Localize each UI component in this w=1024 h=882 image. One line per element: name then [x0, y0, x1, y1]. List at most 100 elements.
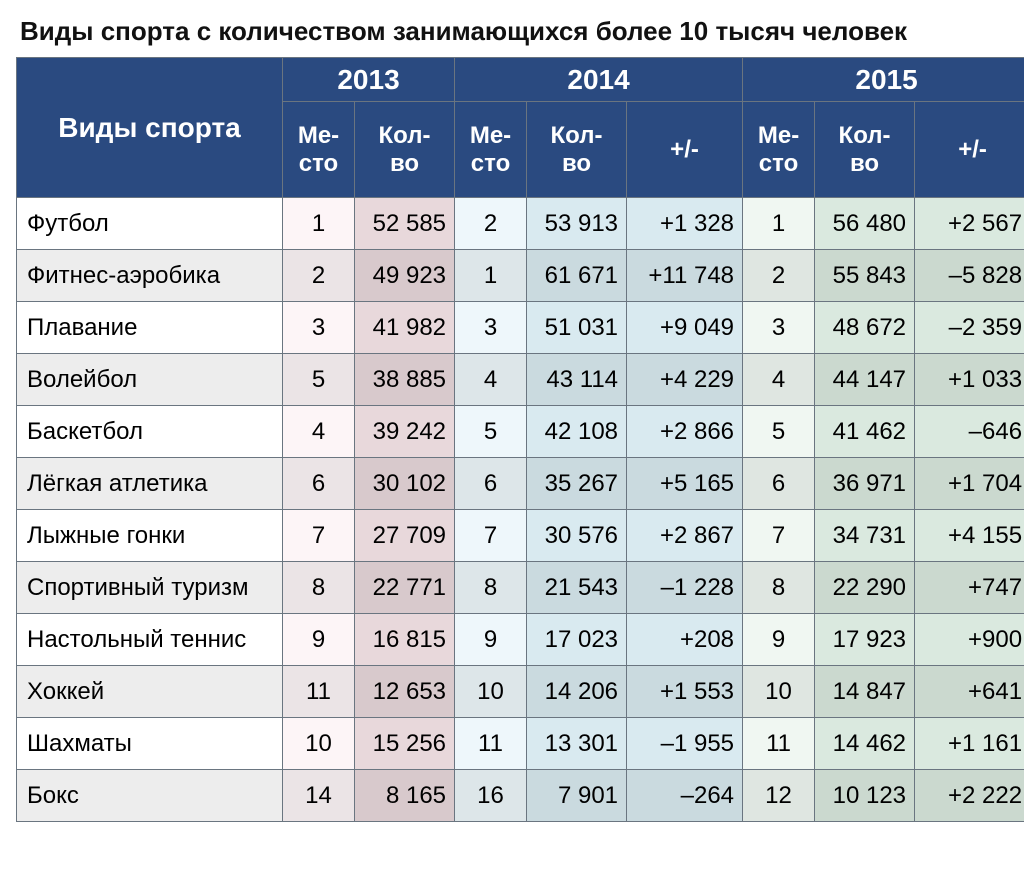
cell-value: 3	[283, 302, 355, 354]
cell-value: 6	[455, 458, 527, 510]
col-header-year: 2015	[743, 58, 1024, 102]
cell-value: +11 748	[627, 250, 743, 302]
cell-value: 48 672	[815, 302, 915, 354]
cell-value: 7	[455, 510, 527, 562]
cell-value: 10	[283, 718, 355, 770]
cell-value: 30 576	[527, 510, 627, 562]
cell-value: –5 828	[915, 250, 1024, 302]
cell-value: 22 771	[355, 562, 455, 614]
table-row: Фитнес-аэробика249 923161 671+11 748255 …	[17, 250, 1024, 302]
sports-table: Виды спорта201320142015 Ме- стоКол- воМе…	[16, 57, 1024, 822]
cell-value: 2	[283, 250, 355, 302]
cell-value: +9 049	[627, 302, 743, 354]
col-header-delta: +/-	[915, 102, 1024, 198]
sport-name: Фитнес-аэробика	[17, 250, 283, 302]
page-title: Виды спорта с количеством занимающихся б…	[20, 16, 1008, 47]
col-header-year: 2013	[283, 58, 455, 102]
cell-value: 3	[455, 302, 527, 354]
cell-value: 9	[455, 614, 527, 666]
cell-value: 2	[743, 250, 815, 302]
cell-value: +1 033	[915, 354, 1024, 406]
cell-value: 4	[283, 406, 355, 458]
cell-value: 12 653	[355, 666, 455, 718]
cell-value: +1 161	[915, 718, 1024, 770]
cell-value: 43 114	[527, 354, 627, 406]
sport-name: Настольный теннис	[17, 614, 283, 666]
cell-value: 56 480	[815, 198, 915, 250]
cell-value: 61 671	[527, 250, 627, 302]
cell-value: 7	[283, 510, 355, 562]
cell-value: 9	[743, 614, 815, 666]
cell-value: 44 147	[815, 354, 915, 406]
col-header-count: Кол- во	[815, 102, 915, 198]
table-row: Лёгкая атлетика630 102635 267+5 165636 9…	[17, 458, 1024, 510]
cell-value: 11	[455, 718, 527, 770]
cell-value: 34 731	[815, 510, 915, 562]
cell-value: 1	[743, 198, 815, 250]
cell-value: 8 165	[355, 770, 455, 822]
col-header-year: 2014	[455, 58, 743, 102]
cell-value: 13 301	[527, 718, 627, 770]
col-header-place: Ме- сто	[455, 102, 527, 198]
cell-value: 17 023	[527, 614, 627, 666]
cell-value: 41 982	[355, 302, 455, 354]
table-row: Баскетбол439 242542 108+2 866541 462–646	[17, 406, 1024, 458]
cell-value: 36 971	[815, 458, 915, 510]
cell-value: 15 256	[355, 718, 455, 770]
col-header-delta: +/-	[627, 102, 743, 198]
cell-value: +4 229	[627, 354, 743, 406]
cell-value: 12	[743, 770, 815, 822]
col-header-count: Кол- во	[355, 102, 455, 198]
sport-name: Шахматы	[17, 718, 283, 770]
table-row: Бокс148 165167 901–2641210 123+2 222	[17, 770, 1024, 822]
cell-value: 5	[455, 406, 527, 458]
cell-value: +747	[915, 562, 1024, 614]
table-row: Футбол152 585253 913+1 328156 480+2 567	[17, 198, 1024, 250]
cell-value: 9	[283, 614, 355, 666]
cell-value: 14 462	[815, 718, 915, 770]
col-header-count: Кол- во	[527, 102, 627, 198]
cell-value: 41 462	[815, 406, 915, 458]
cell-value: 52 585	[355, 198, 455, 250]
cell-value: 8	[455, 562, 527, 614]
sport-name: Баскетбол	[17, 406, 283, 458]
cell-value: 38 885	[355, 354, 455, 406]
cell-value: 16 815	[355, 614, 455, 666]
cell-value: 14 847	[815, 666, 915, 718]
cell-value: +641	[915, 666, 1024, 718]
cell-value: 35 267	[527, 458, 627, 510]
table-row: Настольный теннис916 815917 023+208917 9…	[17, 614, 1024, 666]
sport-name: Бокс	[17, 770, 283, 822]
cell-value: +5 165	[627, 458, 743, 510]
col-header-place: Ме- сто	[283, 102, 355, 198]
cell-value: 17 923	[815, 614, 915, 666]
cell-value: +208	[627, 614, 743, 666]
sport-name: Волейбол	[17, 354, 283, 406]
cell-value: 11	[743, 718, 815, 770]
cell-value: 4	[743, 354, 815, 406]
sport-name: Лёгкая атлетика	[17, 458, 283, 510]
cell-value: +1 553	[627, 666, 743, 718]
cell-value: +2 567	[915, 198, 1024, 250]
sport-name: Лыжные гонки	[17, 510, 283, 562]
cell-value: 8	[283, 562, 355, 614]
table-row: Лыжные гонки727 709730 576+2 867734 731+…	[17, 510, 1024, 562]
cell-value: 1	[283, 198, 355, 250]
col-header-place: Ме- сто	[743, 102, 815, 198]
cell-value: 16	[455, 770, 527, 822]
sport-name: Плавание	[17, 302, 283, 354]
table-row: Шахматы1015 2561113 301–1 9551114 462+1 …	[17, 718, 1024, 770]
cell-value: 3	[743, 302, 815, 354]
cell-value: 7 901	[527, 770, 627, 822]
sport-name: Футбол	[17, 198, 283, 250]
cell-value: 7	[743, 510, 815, 562]
cell-value: 53 913	[527, 198, 627, 250]
table-row: Хоккей1112 6531014 206+1 5531014 847+641	[17, 666, 1024, 718]
cell-value: –264	[627, 770, 743, 822]
cell-value: 42 108	[527, 406, 627, 458]
sport-name: Спортивный туризм	[17, 562, 283, 614]
cell-value: –1 955	[627, 718, 743, 770]
cell-value: –1 228	[627, 562, 743, 614]
cell-value: 10	[455, 666, 527, 718]
cell-value: 27 709	[355, 510, 455, 562]
